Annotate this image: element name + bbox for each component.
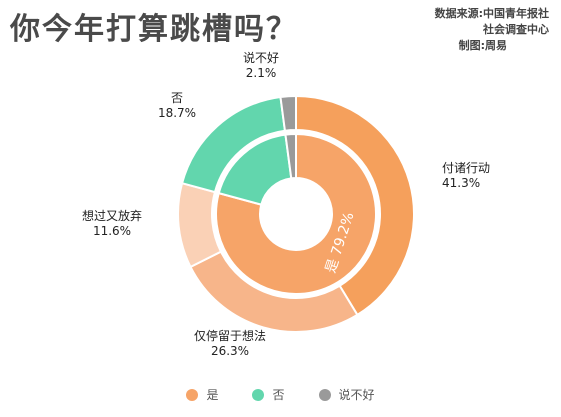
slice-label-value-1: 26.3%	[211, 344, 249, 358]
slice-label-value-2: 11.6%	[93, 224, 131, 238]
source-line-3: 制图:周易	[458, 39, 507, 52]
outer-slice-4	[279, 94, 297, 132]
slice-label-name-3: 否	[171, 91, 183, 105]
slice-label-name-0: 付诸行动	[442, 161, 490, 175]
outer-slice-2	[177, 181, 223, 269]
slice-label-value-0: 41.3%	[442, 176, 480, 190]
legend-label-0: 是	[206, 388, 219, 402]
legend-label-2: 说不好	[338, 388, 375, 402]
donut-hole	[260, 178, 332, 250]
source-line-2: 社会调查中心	[483, 23, 549, 36]
legend-item-1: 否	[252, 386, 285, 403]
legend-swatch-0	[186, 388, 199, 401]
outer-ring	[177, 94, 415, 333]
legend-swatch-1	[252, 388, 265, 401]
source-line-1: 数据来源:中国青年报社	[434, 7, 549, 20]
source-note: 数据来源:中国青年报社 社会调查中心 制图:周易	[435, 6, 549, 54]
slice-label-name-1: 仅停留于想法	[194, 328, 266, 343]
legend-item-0: 是	[186, 386, 218, 403]
slice-label-value-4: 2.1%	[246, 66, 277, 80]
chart-title: 你今年打算跳槽吗？	[10, 12, 298, 47]
slice-label-name-2: 想过又放弃	[82, 208, 142, 223]
legend-swatch-2	[318, 388, 331, 401]
outer-slice-0	[295, 94, 415, 317]
legend: 是 否 说不好	[0, 386, 561, 403]
slice-label-value-3: 18.7%	[158, 106, 196, 120]
legend-item-2: 说不好	[318, 386, 375, 403]
legend-label-1: 否	[272, 388, 285, 402]
slice-label-name-4: 说不好	[243, 50, 279, 65]
